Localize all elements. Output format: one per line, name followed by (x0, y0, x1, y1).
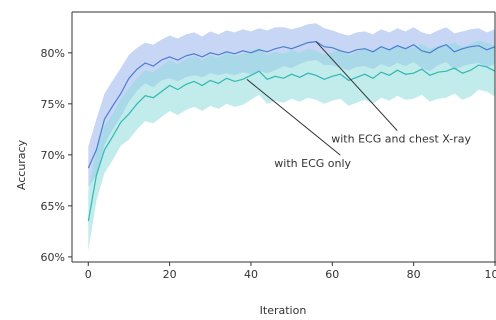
y-tick-label: 75% (41, 98, 65, 111)
confidence-bands (88, 23, 496, 251)
annotation-label-0: with ECG and chest X-ray (331, 133, 471, 146)
annotation-label-1: with ECG only (274, 157, 351, 170)
x-tick-label: 100 (485, 268, 496, 281)
annotations: with ECG and chest X-ray with ECG only (246, 41, 471, 170)
x-tick-label: 40 (244, 268, 258, 281)
series-lines (87, 40, 496, 222)
y-tick-label: 60% (41, 251, 65, 264)
x-tick-label: 60 (325, 268, 339, 281)
x-tick-label: 20 (163, 268, 177, 281)
series-line-1 (87, 64, 496, 222)
annotation-leader-line (315, 41, 398, 131)
y-tick-label: 70% (41, 149, 65, 162)
x-axis-label: Iteration (260, 304, 307, 317)
axes (71, 11, 496, 263)
y-axis-label: Accuracy (15, 139, 28, 190)
y-tick-label: 80% (41, 47, 65, 60)
series-band-1 (88, 40, 496, 251)
annotation-leader-line (246, 78, 341, 156)
x-tick-label: 0 (85, 268, 92, 281)
y-ticks: 60% 65% 70% 75% 80% (41, 47, 72, 264)
series-line-0 (87, 40, 496, 169)
x-ticks: 0 20 40 60 80 100 (85, 262, 496, 281)
y-tick-label: 65% (41, 200, 65, 213)
x-tick-label: 80 (407, 268, 421, 281)
